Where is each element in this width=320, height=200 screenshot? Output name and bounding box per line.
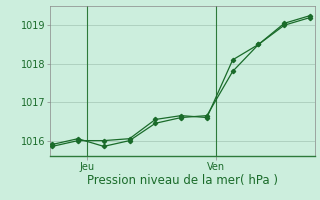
X-axis label: Pression niveau de la mer( hPa ): Pression niveau de la mer( hPa )	[87, 174, 278, 187]
